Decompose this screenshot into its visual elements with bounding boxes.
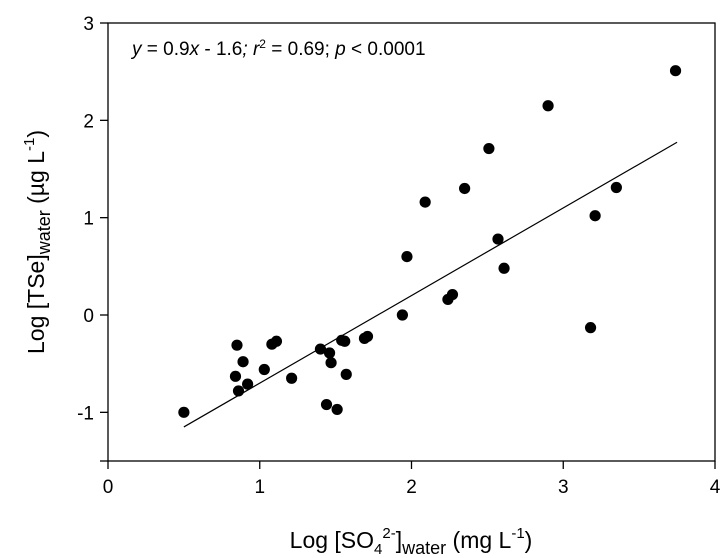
y-tick-label: 0 [83,306,94,327]
y-tick-label: 3 [83,14,94,35]
data-point [237,356,249,368]
data-points [178,65,682,418]
data-point [589,210,601,222]
regression-line [183,141,678,428]
data-point [323,347,336,359]
y-axis-title: Log [TSe]water (µg L-1) [21,130,54,354]
data-point [361,330,374,343]
y-tick-label: 1 [83,209,94,230]
x-axis-title: Log [SO42-]water (mg L-1) [290,525,533,558]
x-tick-label: 1 [254,477,265,498]
data-point [401,251,413,263]
data-point [242,378,254,390]
data-point [231,339,243,351]
data-point [258,363,270,376]
axis-ticks: 0 1 2 3 4 -1 0 1 2 3 [77,14,721,498]
data-point [320,398,333,411]
data-point [542,100,554,112]
y-tick-label: -1 [77,403,94,424]
plot-frame [107,22,716,462]
data-point [331,403,343,416]
data-point [498,262,510,274]
data-point [396,309,408,321]
data-point [446,288,459,301]
x-tick-label: 2 [406,477,417,498]
data-point [483,142,495,155]
data-point [492,233,504,245]
data-point [178,406,190,418]
data-point [232,385,245,397]
regression-annotation: y = 0.9x - 1.6; r2 = 0.69; p < 0.0001 [130,37,426,60]
data-point [286,372,298,384]
data-point [459,182,471,195]
data-point [339,335,351,347]
x-tick-label: 3 [558,477,569,498]
y-tick-label: 2 [83,111,94,132]
data-point [419,196,431,208]
data-point [669,65,682,77]
regression-line-group [183,141,678,428]
data-point [325,357,337,369]
data-point [610,181,622,194]
data-point [340,368,352,380]
x-tick-label: 4 [710,477,721,498]
data-point [314,343,327,355]
data-point [270,335,283,347]
x-tick-label: 0 [103,477,114,498]
data-point [584,322,597,334]
data-point [229,370,242,382]
